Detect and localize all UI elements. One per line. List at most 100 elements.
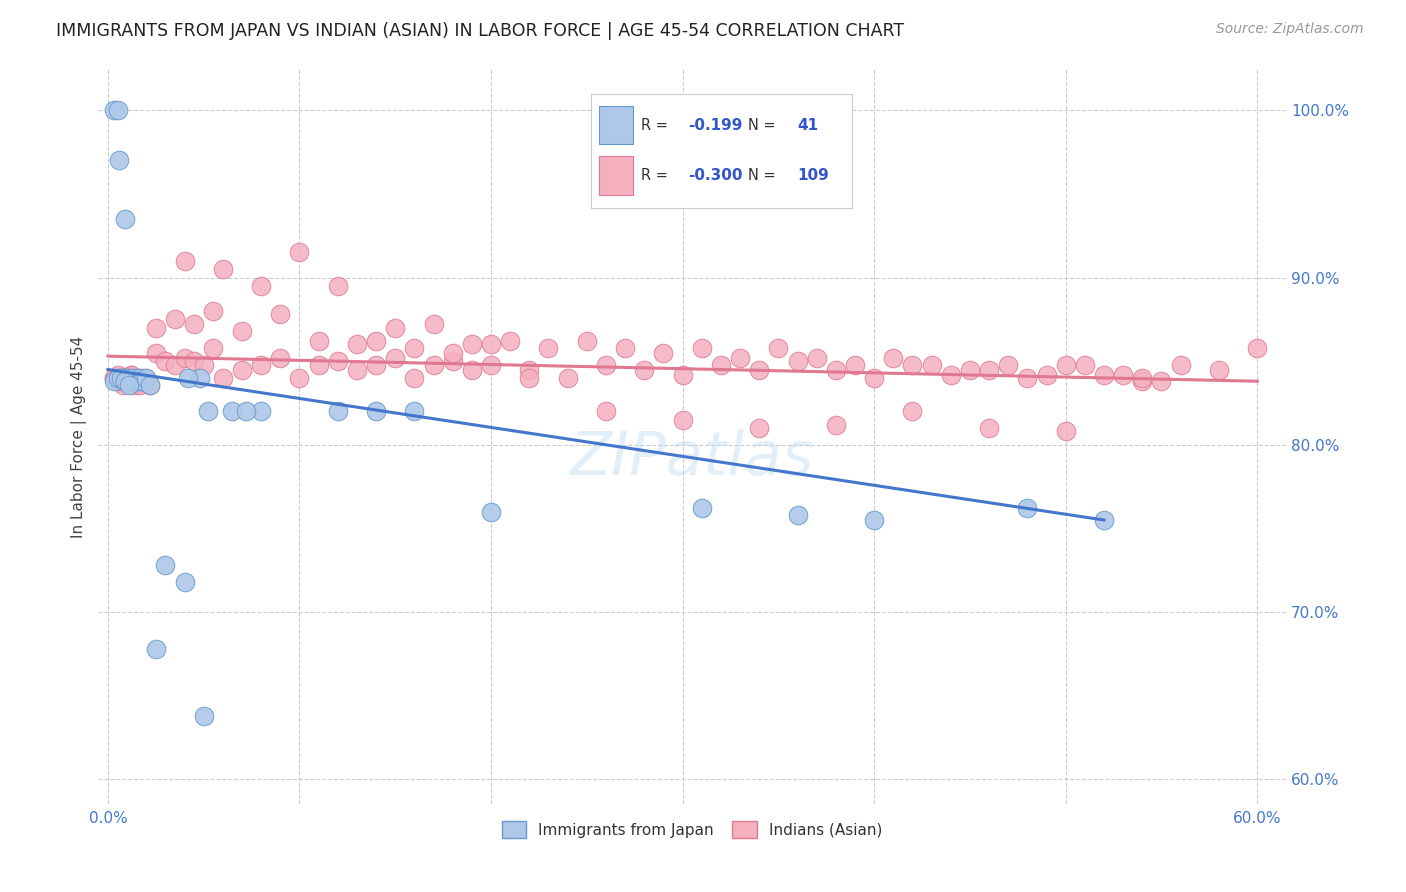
Point <box>250 404 273 418</box>
Point <box>690 341 713 355</box>
Point <box>364 334 387 348</box>
Point <box>479 337 502 351</box>
Point <box>748 362 770 376</box>
Point <box>115 371 138 385</box>
Point <box>1074 358 1097 372</box>
Point <box>135 371 157 385</box>
Point <box>921 358 943 372</box>
Point <box>595 358 617 372</box>
Text: Source: ZipAtlas.com: Source: ZipAtlas.com <box>1216 22 1364 37</box>
Point <box>173 253 195 268</box>
Point <box>125 374 148 388</box>
Point <box>404 371 426 385</box>
Point <box>125 371 148 385</box>
Point <box>125 371 148 385</box>
Point <box>145 346 167 360</box>
Point <box>728 351 751 365</box>
Point <box>346 362 368 376</box>
Point <box>404 341 426 355</box>
Point <box>145 320 167 334</box>
Point <box>326 279 349 293</box>
Point <box>250 279 273 293</box>
Point <box>107 103 129 118</box>
Point <box>163 312 186 326</box>
Point <box>202 341 225 355</box>
Point <box>479 505 502 519</box>
Point <box>235 404 257 418</box>
Point <box>107 374 129 388</box>
Point <box>786 354 808 368</box>
Point <box>575 334 598 348</box>
Point <box>107 368 129 382</box>
Point <box>129 374 152 388</box>
Point <box>124 377 146 392</box>
Point <box>499 334 522 348</box>
Point <box>364 404 387 418</box>
Point <box>120 368 142 382</box>
Point <box>537 341 560 355</box>
Point <box>121 374 143 388</box>
Point <box>103 371 125 385</box>
Point <box>103 103 125 118</box>
Point <box>128 371 150 385</box>
Legend: Immigrants from Japan, Indians (Asian): Immigrants from Japan, Indians (Asian) <box>496 814 889 845</box>
Point <box>1170 358 1192 372</box>
Point <box>768 341 790 355</box>
Point <box>806 351 828 365</box>
Point <box>108 153 131 168</box>
Point <box>595 404 617 418</box>
Point <box>183 318 205 332</box>
Point <box>108 374 131 388</box>
Point <box>844 358 866 372</box>
Point <box>193 358 215 372</box>
Point <box>269 351 291 365</box>
Point <box>671 413 693 427</box>
Point <box>1092 513 1115 527</box>
Point <box>959 362 981 376</box>
Point <box>212 371 235 385</box>
Point <box>557 371 579 385</box>
Point <box>326 354 349 368</box>
Point <box>441 354 464 368</box>
Point <box>118 371 141 385</box>
Point <box>231 324 253 338</box>
Point <box>479 358 502 372</box>
Point <box>115 371 138 385</box>
Y-axis label: In Labor Force | Age 45-54: In Labor Force | Age 45-54 <box>72 335 87 538</box>
Point <box>977 421 1000 435</box>
Point <box>124 374 146 388</box>
Point <box>384 351 406 365</box>
Point <box>1035 368 1057 382</box>
Point <box>882 351 904 365</box>
Point <box>135 371 157 385</box>
Point <box>177 371 200 385</box>
Point <box>112 371 135 385</box>
Point <box>107 371 129 385</box>
Point <box>188 371 211 385</box>
Point <box>308 358 330 372</box>
Point <box>441 346 464 360</box>
Point <box>633 362 655 376</box>
Point <box>173 351 195 365</box>
Point <box>103 371 125 385</box>
Point <box>748 421 770 435</box>
Point <box>863 371 886 385</box>
Point <box>118 377 141 392</box>
Point <box>114 374 136 388</box>
Point <box>110 371 132 385</box>
Point <box>1130 374 1153 388</box>
Point <box>1246 341 1268 355</box>
Point <box>183 354 205 368</box>
Point <box>269 307 291 321</box>
Point <box>139 377 162 392</box>
Point <box>461 362 484 376</box>
Point <box>193 708 215 723</box>
Point <box>461 337 484 351</box>
Point <box>155 354 177 368</box>
Point <box>1017 371 1039 385</box>
Point <box>346 337 368 351</box>
Point <box>517 362 540 376</box>
Point <box>1150 374 1173 388</box>
Point <box>131 371 153 385</box>
Point <box>1112 368 1135 382</box>
